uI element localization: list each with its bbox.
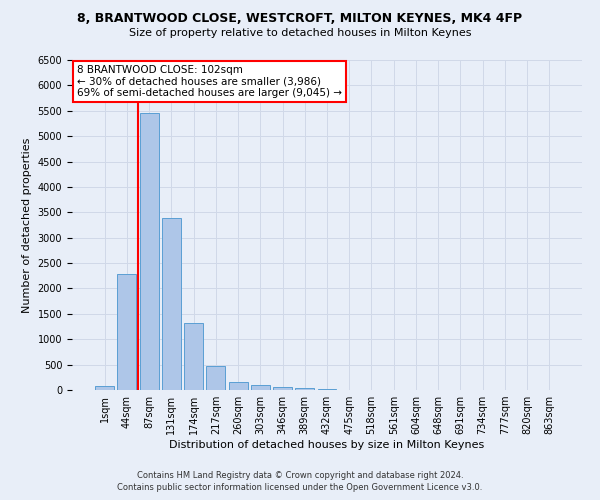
Bar	[317, 389, 337, 390]
Bar	[251, 386, 270, 390]
Bar	[118, 274, 136, 390]
Bar	[140, 114, 158, 390]
Bar	[184, 324, 203, 390]
X-axis label: Distribution of detached houses by size in Milton Keynes: Distribution of detached houses by size …	[169, 440, 485, 450]
Text: Contains HM Land Registry data © Crown copyright and database right 2024.
Contai: Contains HM Land Registry data © Crown c…	[118, 471, 482, 492]
Y-axis label: Number of detached properties: Number of detached properties	[22, 138, 32, 312]
Bar	[229, 382, 248, 390]
Bar	[162, 218, 181, 390]
Bar	[95, 386, 114, 390]
Bar	[206, 366, 225, 390]
Bar	[295, 388, 314, 390]
Text: 8 BRANTWOOD CLOSE: 102sqm
← 30% of detached houses are smaller (3,986)
69% of se: 8 BRANTWOOD CLOSE: 102sqm ← 30% of detac…	[77, 65, 342, 98]
Bar	[273, 387, 292, 390]
Text: Size of property relative to detached houses in Milton Keynes: Size of property relative to detached ho…	[129, 28, 471, 38]
Text: 8, BRANTWOOD CLOSE, WESTCROFT, MILTON KEYNES, MK4 4FP: 8, BRANTWOOD CLOSE, WESTCROFT, MILTON KE…	[77, 12, 523, 26]
